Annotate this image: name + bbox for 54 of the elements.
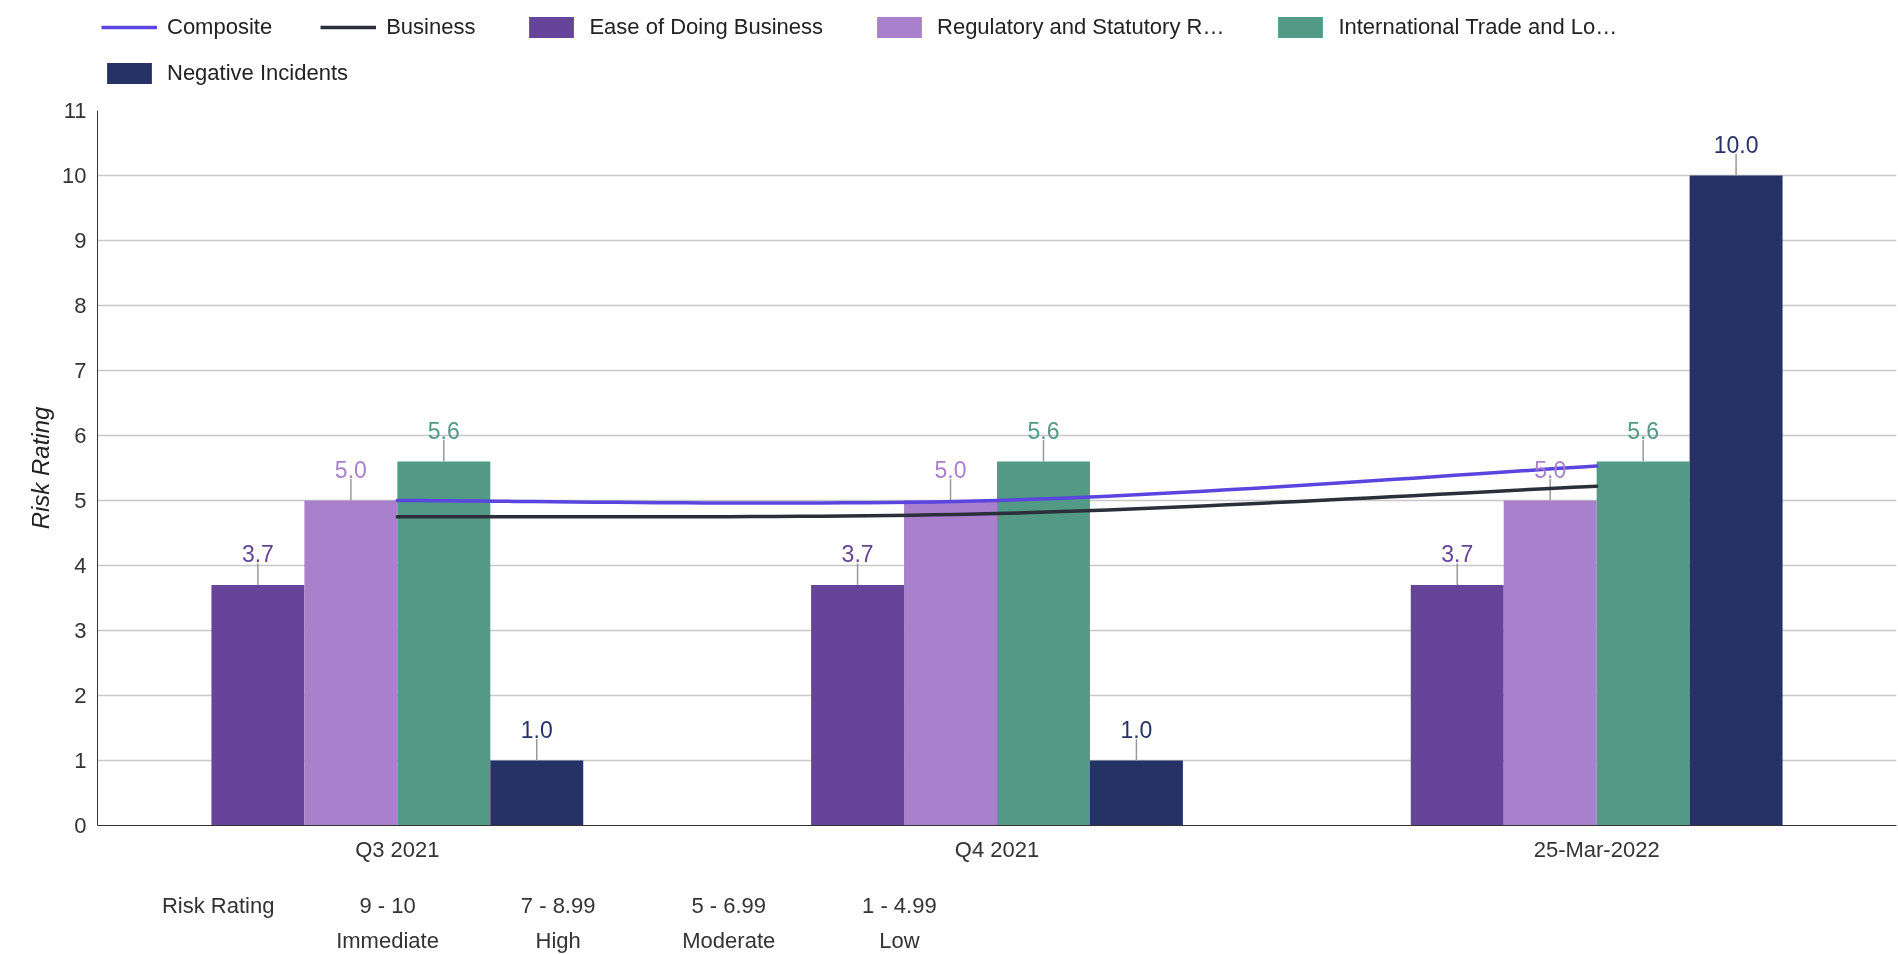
data-label: 1.0 bbox=[1120, 716, 1153, 743]
y-tick-label: 0 bbox=[74, 813, 87, 838]
y-tick-label: 9 bbox=[74, 228, 87, 253]
text: Immediate bbox=[336, 928, 439, 953]
x-tick-label: 25-Mar-2022 bbox=[1533, 836, 1660, 862]
text: Low bbox=[879, 928, 920, 953]
data-label: 3.7 bbox=[241, 541, 274, 568]
data-label: 5.0 bbox=[934, 456, 967, 483]
bar bbox=[1503, 500, 1597, 826]
bar bbox=[1689, 175, 1783, 826]
bar bbox=[1410, 585, 1504, 826]
y-tick-label: 3 bbox=[74, 618, 87, 643]
legend-label: International Trade and Lo… bbox=[1338, 14, 1618, 40]
bar bbox=[211, 585, 305, 826]
y-tick-label: 8 bbox=[74, 293, 87, 318]
text: Risk Rating bbox=[161, 893, 275, 918]
data-label: 5.0 bbox=[334, 456, 367, 483]
legend-label: Negative Incidents bbox=[167, 60, 348, 86]
y-tick-label: 7 bbox=[74, 358, 87, 383]
text: 7 - 8.99 bbox=[520, 893, 596, 918]
bar bbox=[997, 461, 1090, 826]
y-tick-label: 2 bbox=[74, 683, 87, 708]
legend-label: Ease of Doing Business bbox=[589, 14, 824, 40]
bar bbox=[1596, 461, 1690, 826]
bar bbox=[1089, 760, 1183, 826]
bar bbox=[904, 500, 997, 826]
bar bbox=[490, 760, 584, 826]
text: 9 - 10 bbox=[359, 893, 416, 918]
bar bbox=[397, 461, 491, 826]
data-label: 3.7 bbox=[1441, 541, 1474, 568]
data-label: 3.7 bbox=[841, 541, 874, 568]
data-label: 5.6 bbox=[427, 417, 460, 444]
legend-label: Composite bbox=[167, 14, 273, 40]
y-tick-label: 10 bbox=[62, 163, 87, 188]
x-tick-label: Q4 2021 bbox=[954, 836, 1040, 862]
text: 1 - 4.99 bbox=[862, 893, 937, 918]
x-tick-label: Q3 2021 bbox=[355, 836, 440, 862]
legend-label: Business bbox=[386, 14, 476, 40]
text: Moderate bbox=[682, 928, 776, 953]
text: High bbox=[535, 928, 581, 953]
data-label: 5.6 bbox=[1627, 417, 1660, 444]
y-tick-label: 1 bbox=[74, 748, 87, 773]
y-tick-label: 11 bbox=[63, 98, 87, 123]
y-axis-title: Risk Rating bbox=[27, 405, 55, 530]
text: 5 - 6.99 bbox=[691, 893, 767, 918]
bar bbox=[304, 500, 398, 826]
y-tick-label: 5 bbox=[74, 488, 87, 513]
bar bbox=[811, 585, 905, 826]
y-tick-label: 6 bbox=[74, 423, 87, 448]
data-label: 1.0 bbox=[520, 716, 553, 743]
data-label: 10.0 bbox=[1713, 131, 1759, 158]
y-tick-label: 4 bbox=[74, 553, 87, 578]
legend-label: Regulatory and Statutory R… bbox=[937, 14, 1225, 40]
data-label: 5.6 bbox=[1027, 417, 1060, 444]
